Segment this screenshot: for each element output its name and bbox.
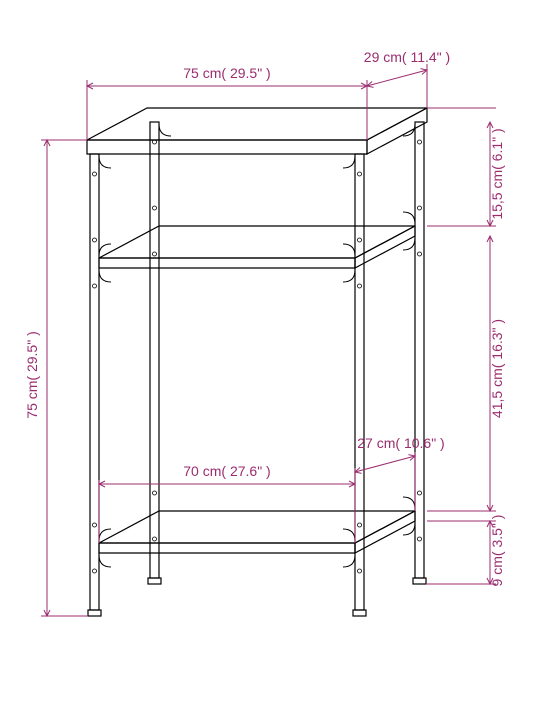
dim-gap-mid: 41,5 cm( 16.3" ) bbox=[489, 319, 505, 418]
dim-height-total: 75 cm( 29.5" ) bbox=[24, 331, 40, 418]
dim-depth-top: 29 cm( 11.4" ) bbox=[364, 49, 450, 65]
dim-shelf-depth: 27 cm( 10.6" ) bbox=[357, 435, 444, 451]
dim-width-top: 75 cm( 29.5" ) bbox=[183, 65, 270, 81]
dim-gap-top: 15,5 cm( 6.1" ) bbox=[489, 128, 505, 219]
technical-diagram: 75 cm( 29.5" ) 29 cm( 11.4" ) 75 cm( 29.5"… bbox=[0, 0, 540, 720]
dim-foot-height: 9 cm( 3.5" ) bbox=[489, 515, 505, 587]
dim-shelf-width: 70 cm( 27.6" ) bbox=[183, 463, 270, 479]
